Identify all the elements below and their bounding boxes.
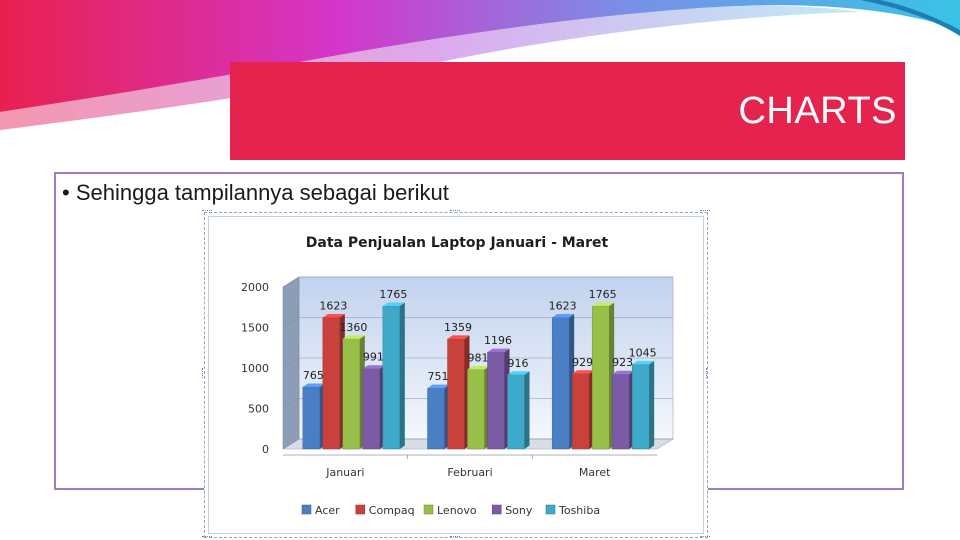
bar-toshiba-maret-side [649, 360, 655, 449]
bar-sony-januari [362, 368, 381, 450]
gridline-side-2000 [282, 276, 300, 288]
data-label-sony-februari: 1196 [484, 334, 512, 347]
y-tick-label-1500: 1500 [241, 322, 269, 335]
bar-acer-januari [302, 386, 321, 450]
legend-swatch-toshiba [545, 504, 556, 515]
data-label-toshiba-maret: 1045 [629, 346, 657, 359]
bar-lenovo-januari [342, 338, 361, 450]
data-label-sony-januari: 991 [363, 351, 384, 364]
bar-lenovo-februari-top [467, 366, 490, 370]
legend-label-acer: Acer [315, 504, 340, 517]
data-label-lenovo-januari: 1360 [339, 321, 367, 334]
bar-compaq-maret [571, 373, 590, 450]
data-label-acer-maret: 1623 [549, 300, 577, 313]
x-tick-label-februari: Februari [447, 466, 492, 479]
resize-handle-left[interactable] [202, 368, 206, 378]
title-bar: CHARTS [230, 62, 905, 160]
gridline-side-500 [282, 398, 300, 409]
bullet-line: • Sehingga tampilannya sebagai berikut [62, 180, 449, 206]
bar-lenovo-maret [591, 305, 610, 450]
bar-lenovo-maret-top [592, 302, 615, 307]
resize-handle-bottom-right[interactable] [700, 536, 710, 540]
resize-handle-top[interactable] [450, 210, 460, 214]
y-tick-label-0: 0 [262, 443, 269, 456]
data-label-sony-maret: 923 [612, 356, 633, 369]
bar-toshiba-maret [631, 364, 650, 450]
bar-toshiba-januari-side [399, 302, 405, 449]
bar-lenovo-januari-top [342, 335, 365, 339]
bar-compaq-januari [322, 317, 341, 450]
legend-label-compaq: Compaq [369, 504, 415, 517]
y-tick-label-1000: 1000 [241, 362, 269, 375]
bar-lenovo-februari [467, 369, 485, 450]
data-label-toshiba-januari: 1765 [379, 288, 407, 301]
data-label-acer-januari: 765 [303, 369, 324, 382]
data-label-toshiba-februari: 916 [508, 357, 529, 370]
legend-swatch-lenovo [423, 504, 434, 515]
bar-compaq-februari-top [447, 335, 470, 339]
legend-label-toshiba: Toshiba [558, 504, 600, 517]
bullet-symbol: • [62, 180, 70, 205]
x-tick-label-januari: Januari [325, 466, 364, 479]
bar-sony-februari [487, 351, 505, 450]
bar-compaq-februari [447, 338, 465, 450]
gridline-side-0 [282, 438, 300, 450]
y-tick-label-2000: 2000 [241, 281, 269, 294]
bar-acer-februari-top [427, 384, 450, 389]
gridline-side-1500 [282, 317, 300, 328]
resize-handle-bottom[interactable] [450, 536, 460, 540]
legend-label-lenovo: Lenovo [437, 504, 477, 517]
data-label-acer-februari: 751 [428, 370, 449, 383]
bar-sony-januari-top [362, 365, 385, 369]
data-label-lenovo-maret: 1765 [589, 288, 617, 301]
data-label-lenovo-februari: 981 [468, 352, 489, 365]
bar-toshiba-maret-top [632, 360, 655, 365]
chart-title: Data Penjualan Laptop Januari - Maret [306, 235, 609, 251]
bar-sony-maret-top [612, 370, 635, 375]
resize-handle-right[interactable] [706, 368, 710, 378]
legend-swatch-acer [301, 504, 312, 515]
bar-compaq-januari-top [322, 314, 345, 318]
data-label-compaq-maret: 929 [572, 356, 593, 369]
bar-sony-maret [611, 374, 630, 450]
y-tick-label-500: 500 [248, 403, 269, 416]
bar-toshiba-januari [382, 305, 401, 450]
chart-area[interactable]: Data Penjualan Laptop Januari - Maret 0 50… [208, 216, 704, 534]
bar-toshiba-januari-top [382, 302, 405, 307]
x-tick-label-maret: Maret [579, 466, 611, 479]
resize-handle-top-right[interactable] [700, 210, 710, 214]
bullet-text: Sehingga tampilannya sebagai berikut [75, 180, 449, 205]
bar-acer-januari-top [302, 383, 325, 388]
slide-title: CHARTS [738, 90, 897, 132]
bar-sony-februari-top [487, 348, 510, 353]
legend-swatch-compaq [355, 504, 366, 515]
resize-handle-top-left[interactable] [202, 210, 212, 214]
legend-swatch-sony [491, 504, 502, 515]
bar-acer-februari [427, 387, 445, 450]
bar-compaq-maret-top [572, 370, 595, 374]
bar-acer-maret-top [552, 314, 575, 318]
decorative-swoosh [0, 0, 960, 131]
bar-toshiba-februari-top [507, 371, 530, 375]
data-label-compaq-februari: 1359 [444, 321, 472, 334]
resize-handle-bottom-left[interactable] [202, 536, 212, 540]
bar-toshiba-februari [507, 374, 525, 450]
bar-acer-maret [551, 317, 570, 450]
bar-toshiba-februari-side [524, 371, 530, 449]
data-label-compaq-januari: 1623 [319, 300, 347, 313]
legend-label-sony: Sony [505, 504, 533, 517]
sales-chart: Data Penjualan Laptop Januari - Maret 0 50… [241, 235, 675, 517]
gridline-side-1000 [282, 357, 300, 369]
